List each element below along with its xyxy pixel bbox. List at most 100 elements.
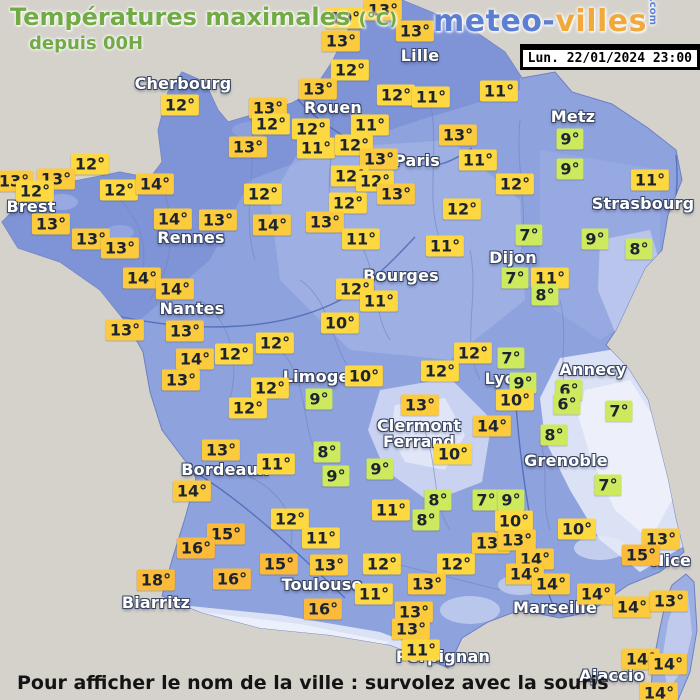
temperature-label[interactable]: 7°	[605, 400, 633, 422]
temperature-label[interactable]: 12°	[243, 183, 283, 205]
temperature-label[interactable]: 7°	[594, 474, 622, 496]
temperature-label[interactable]: 11°	[341, 228, 381, 250]
temperature-label[interactable]: 11°	[630, 169, 670, 191]
temperature-label[interactable]: 6°	[553, 393, 581, 415]
temperature-label[interactable]: 13°	[105, 319, 145, 341]
temperature-label[interactable]: 10°	[325, 7, 365, 29]
temperature-label[interactable]: 14°	[135, 173, 175, 195]
temperature-label[interactable]: 7°	[472, 489, 500, 511]
temperature-label[interactable]: 13°	[497, 529, 537, 551]
temperature-label[interactable]: 11°	[301, 527, 341, 549]
temperature-label[interactable]: 9°	[497, 489, 525, 511]
temperature-label[interactable]: 12°	[99, 179, 139, 201]
temperature-label[interactable]: 13°	[394, 601, 434, 623]
temperature-label[interactable]: 10°	[433, 443, 473, 465]
temperature-label[interactable]: 8°	[313, 441, 341, 463]
temperature-label[interactable]: 14°	[648, 653, 688, 675]
temperature-label[interactable]: 7°	[497, 347, 525, 369]
temperature-label[interactable]: 14°	[172, 480, 212, 502]
temperature-label[interactable]: 11°	[425, 235, 465, 257]
temperature-label[interactable]: 14°	[612, 596, 652, 618]
temperature-label[interactable]: 14°	[122, 267, 162, 289]
temperature-label[interactable]: 11°	[530, 267, 570, 289]
temperature-label[interactable]: 16°	[212, 568, 252, 590]
temperature-label[interactable]: 13°	[31, 213, 71, 235]
temperature-label[interactable]: 12°	[328, 192, 368, 214]
temperature-label[interactable]: 11°	[296, 137, 336, 159]
temperature-label[interactable]: 12°	[420, 360, 460, 382]
temperature-label[interactable]: 10°	[344, 365, 384, 387]
temperature-label[interactable]: 13°	[321, 30, 361, 52]
temperature-label[interactable]: 8°	[531, 284, 559, 306]
temperature-label[interactable]: 14°	[576, 583, 616, 605]
temperature-label[interactable]: 11°	[256, 453, 296, 475]
temperature-label[interactable]: 10°	[494, 510, 534, 532]
temperature-label[interactable]: 12°	[291, 118, 331, 140]
temperature-label[interactable]: 12°	[251, 113, 291, 135]
temperature-label[interactable]: 13°	[309, 554, 349, 576]
temperature-label[interactable]: 9°	[509, 372, 537, 394]
temperature-label[interactable]: 12°	[436, 553, 476, 575]
temperature-label[interactable]: 11°	[371, 499, 411, 521]
temperature-label[interactable]: 12°	[15, 180, 55, 202]
temperature-label[interactable]: 13°	[248, 97, 288, 119]
temperature-label[interactable]: 15°	[621, 544, 661, 566]
temperature-label[interactable]: 13°	[438, 124, 478, 146]
temperature-label[interactable]: 14°	[175, 348, 215, 370]
temperature-label[interactable]: 11°	[401, 639, 441, 661]
temperature-label[interactable]: 11°	[411, 86, 451, 108]
temperature-label[interactable]: 13°	[363, 0, 403, 21]
temperature-label[interactable]: 8°	[540, 424, 568, 446]
temperature-label[interactable]: 12°	[495, 173, 535, 195]
temperature-label[interactable]: 12°	[228, 397, 268, 419]
temperature-label[interactable]: 12°	[255, 332, 295, 354]
temperature-label[interactable]: 12°	[376, 84, 416, 106]
temperature-label[interactable]: 13°	[376, 183, 416, 205]
temperature-label[interactable]: 9°	[581, 228, 609, 250]
temperature-label[interactable]: 8°	[424, 489, 452, 511]
temperature-label[interactable]: 14°	[472, 415, 512, 437]
temperature-label[interactable]: 13°	[359, 148, 399, 170]
temperature-label[interactable]: 9°	[305, 388, 333, 410]
temperature-label[interactable]: 8°	[412, 509, 440, 531]
temperature-label[interactable]: 13°	[71, 228, 111, 250]
temperature-label[interactable]: 12°	[453, 342, 493, 364]
temperature-label[interactable]: 16°	[303, 598, 343, 620]
temperature-label[interactable]: 13°	[198, 209, 238, 231]
temperature-label[interactable]: 15°	[206, 523, 246, 545]
temperature-label[interactable]: 12°	[330, 59, 370, 81]
temperature-label[interactable]: 13°	[228, 136, 268, 158]
temperature-label[interactable]: 13°	[391, 618, 431, 640]
temperature-label[interactable]: 14°	[153, 208, 193, 230]
temperature-label[interactable]: 13°	[298, 78, 338, 100]
temperature-label[interactable]: 18°	[136, 569, 176, 591]
temperature-label[interactable]: 11°	[479, 80, 519, 102]
temperature-label[interactable]: 12°	[160, 94, 200, 116]
temperature-label[interactable]: 16°	[176, 537, 216, 559]
temperature-label[interactable]: 14°	[639, 682, 679, 700]
temperature-label[interactable]: 13°	[305, 211, 345, 233]
temperature-label[interactable]: 9°	[366, 458, 394, 480]
temperature-label[interactable]: 9°	[556, 158, 584, 180]
temperature-label[interactable]: 13°	[100, 237, 140, 259]
temperature-label[interactable]: 12°	[214, 343, 254, 365]
temperature-label[interactable]: 7°	[501, 267, 529, 289]
temperature-label[interactable]: 13°	[395, 20, 435, 42]
temperature-label[interactable]: 11°	[359, 290, 399, 312]
temperature-label[interactable]: 11°	[354, 583, 394, 605]
site-logo[interactable]: meteo-villes.com	[433, 0, 674, 39]
temperature-label[interactable]: 12°	[362, 553, 402, 575]
temperature-label[interactable]: 12°	[442, 198, 482, 220]
temperature-label[interactable]: 15°	[259, 553, 299, 575]
temperature-label[interactable]: 10°	[320, 312, 360, 334]
temperature-label[interactable]: 13°	[400, 394, 440, 416]
temperature-label[interactable]: 10°	[495, 389, 535, 411]
temperature-label[interactable]: 8°	[625, 238, 653, 260]
temperature-label[interactable]: 14°	[252, 214, 292, 236]
temperature-label[interactable]: 13°	[161, 369, 201, 391]
temperature-label[interactable]: 13°	[201, 439, 241, 461]
temperature-label[interactable]: 10°	[557, 518, 597, 540]
temperature-label[interactable]: 12°	[250, 377, 290, 399]
temperature-label[interactable]: 14°	[531, 573, 571, 595]
temperature-label[interactable]: 7°	[515, 224, 543, 246]
